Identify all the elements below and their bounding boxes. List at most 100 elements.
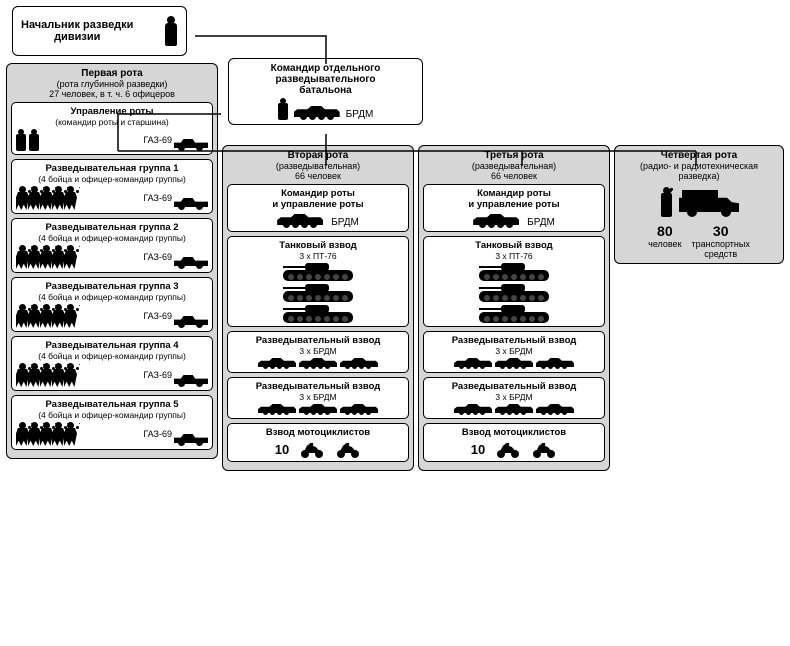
- c2-name: Вторая рота: [227, 150, 409, 161]
- c4-name: Четвертая рота: [619, 150, 779, 161]
- moto-icon: [495, 440, 521, 458]
- cmd-l1: Командир отдельного: [271, 63, 381, 74]
- company-4: Четвертая рота (радио- и радиотехническа…: [614, 145, 784, 264]
- soldier-icon: [64, 245, 77, 269]
- c3-hq-t1: Командир роты: [428, 188, 600, 199]
- cmd-l3: батальона: [299, 85, 351, 96]
- c2-brdm1: Разведывательный взвод 3 х БРДМ: [227, 331, 409, 373]
- c3-moto-t1: Взвод мотоциклистов: [428, 427, 600, 438]
- c3-moto-count: 10: [471, 442, 485, 457]
- c1-count: 27 человек, в т. ч. 6 офицеров: [11, 89, 213, 99]
- c4-veh-lbl2: средств: [692, 249, 750, 259]
- c3-count: 66 человек: [423, 171, 605, 181]
- chief-node: Начальник разведки дивизии: [12, 6, 187, 56]
- soldier-row: [16, 245, 76, 269]
- chief-l2: дивизии: [21, 31, 133, 43]
- c2-hq-t1: Командир роты: [232, 188, 404, 199]
- c1-g3-veh: ГАЗ-69: [143, 311, 172, 321]
- company-3: Третья рота (разведывательная) 66 челове…: [418, 145, 610, 471]
- tank-icon: [479, 261, 549, 281]
- c3-hq-veh: БРДМ: [527, 217, 555, 228]
- jeep-icon: [174, 430, 208, 446]
- moto-icon: [531, 440, 557, 458]
- c3-brdm2-t2: 3 х БРДМ: [428, 392, 600, 402]
- brdm-icon: [473, 212, 519, 228]
- company-2: Вторая рота (разведывательная) 66 челове…: [222, 145, 414, 471]
- jeep-icon: [174, 194, 208, 210]
- c2-count: 66 человек: [227, 171, 409, 181]
- org-chart: Начальник разведки дивизии Командир отде…: [6, 6, 784, 471]
- c3-hq: Командир роты и управление роты БРДМ: [423, 184, 605, 232]
- c1-g3-t1: Разведывательная группа 3: [16, 281, 208, 292]
- c1-g5-t1: Разведывательная группа 5: [16, 399, 208, 410]
- cmd-veh-label: БРДМ: [346, 109, 374, 120]
- c1-g1-veh: ГАЗ-69: [143, 193, 172, 203]
- c1-g1-t2: (4 бойца и офицер-командир группы): [16, 174, 208, 184]
- brdm-icon: [536, 356, 574, 369]
- c3-moto: Взвод мотоциклистов 10: [423, 423, 605, 462]
- brdm-icon: [454, 356, 492, 369]
- c2-brdm2: Разведывательный взвод 3 х БРДМ: [227, 377, 409, 419]
- c2-hq: Командир роты и управление роты БРДМ: [227, 184, 409, 232]
- c2-moto: Взвод мотоциклистов 10: [227, 423, 409, 462]
- jeep-icon: [174, 371, 208, 387]
- c3-tank-t1: Танковый взвод: [428, 240, 600, 251]
- c4-veh-num: 30: [692, 223, 750, 239]
- c3-tank: Танковый взвод 3 х ПТ-76: [423, 236, 605, 327]
- c1-g4-t1: Разведывательная группа 4: [16, 340, 208, 351]
- c1-group-2: Разведывательная группа 2(4 бойца и офиц…: [11, 218, 213, 273]
- soldier-row: [16, 186, 76, 210]
- c2-brdm1-t1: Разведывательный взвод: [232, 335, 404, 346]
- c1-group-1: Разведывательная группа 1(4 бойца и офиц…: [11, 159, 213, 214]
- brdm-icon: [340, 402, 378, 415]
- c3-brdm2-t1: Разведывательный взвод: [428, 381, 600, 392]
- c2-desc: (разведывательная): [227, 161, 409, 171]
- chief-l1: Начальник разведки: [21, 19, 133, 31]
- cmd-l2: разведывательного: [275, 74, 375, 85]
- c1-hq-veh: ГАЗ-69: [143, 135, 172, 145]
- c2-moto-count: 10: [275, 442, 289, 457]
- c1-hq-t2: (командир роты и старшина): [16, 117, 208, 127]
- salute-icon: [659, 187, 673, 217]
- tank-icon: [283, 303, 353, 323]
- soldier-icon: [64, 304, 77, 328]
- c4-desc: (радио- и радиотехническая разведка): [619, 161, 779, 181]
- c2-brdm2-t1: Разведывательный взвод: [232, 381, 404, 392]
- tank-icon: [283, 261, 353, 281]
- c1-desc: (рота глубинной разведки): [11, 79, 213, 89]
- c4-people-num: 80: [648, 223, 681, 239]
- c1-group-4: Разведывательная группа 4(4 бойца и офиц…: [11, 336, 213, 391]
- soldier-row: [16, 422, 76, 446]
- soldier-icon: [64, 363, 77, 387]
- c2-hq-veh: БРДМ: [331, 217, 359, 228]
- c1-group-5: Разведывательная группа 5(4 бойца и офиц…: [11, 395, 213, 450]
- brdm-icon: [258, 356, 296, 369]
- brdm-icon: [454, 402, 492, 415]
- c2-hq-t2: и управление роты: [232, 199, 404, 210]
- c1-g5-t2: (4 бойца и офицер-командир группы): [16, 410, 208, 420]
- c3-tank-t2: 3 х ПТ-76: [428, 251, 600, 261]
- c1-g4-t2: (4 бойца и офицер-командир группы): [16, 351, 208, 361]
- c1-g2-t1: Разведывательная группа 2: [16, 222, 208, 233]
- officer-icon: [278, 98, 288, 120]
- jeep-icon: [174, 253, 208, 269]
- soldier-row: [16, 304, 76, 328]
- c4-people-lbl: человек: [648, 239, 681, 249]
- soldier-row: [16, 363, 76, 387]
- c1-g2-veh: ГАЗ-69: [143, 252, 172, 262]
- c3-name: Третья рота: [423, 150, 605, 161]
- c1-hq-t1: Управление роты: [16, 106, 208, 117]
- commander-node: Командир отдельного разведывательного ба…: [228, 58, 423, 125]
- c1-g5-veh: ГАЗ-69: [143, 429, 172, 439]
- brdm-icon: [495, 356, 533, 369]
- c1-g3-t2: (4 бойца и офицер-командир группы): [16, 292, 208, 302]
- tank-stack: [232, 261, 404, 323]
- c1-name: Первая рота: [11, 68, 213, 79]
- company-1: Первая рота (рота глубинной разведки) 27…: [6, 63, 218, 459]
- c2-brdm1-t2: 3 х БРДМ: [232, 346, 404, 356]
- tank-icon: [479, 303, 549, 323]
- brdm-icon: [340, 356, 378, 369]
- c2-brdm2-t2: 3 х БРДМ: [232, 392, 404, 402]
- brdm-icon: [495, 402, 533, 415]
- officer-icon: [164, 16, 178, 46]
